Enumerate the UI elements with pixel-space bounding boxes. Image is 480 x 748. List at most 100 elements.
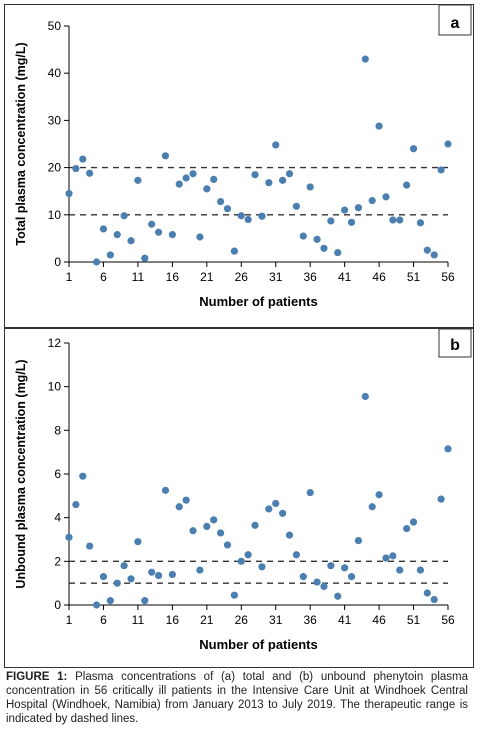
data-point [251, 171, 259, 179]
data-point [334, 592, 342, 600]
data-point [444, 140, 452, 148]
data-point [134, 538, 142, 546]
x-tick-label: 21 [200, 613, 214, 627]
panel-label: a [451, 15, 460, 32]
data-point [141, 254, 149, 262]
caption-text: Plasma concentrations of (a) total and (… [6, 671, 468, 725]
data-point [196, 566, 204, 574]
x-tick-label: 46 [372, 270, 386, 284]
data-point [251, 521, 259, 529]
caption-label: FIGURE 1: [6, 671, 68, 683]
panel-label: b [450, 337, 460, 354]
data-point [299, 573, 307, 581]
data-point [299, 232, 307, 240]
data-point [396, 216, 404, 224]
data-point [154, 571, 163, 580]
data-point [223, 541, 232, 549]
data-point [182, 174, 190, 182]
data-point [217, 197, 225, 206]
data-point [265, 179, 273, 187]
data-point [230, 591, 238, 599]
data-point [416, 566, 425, 574]
data-point [148, 568, 156, 576]
x-tick-label: 1 [66, 270, 73, 284]
data-point [127, 237, 135, 245]
y-tick-label: 0 [54, 598, 61, 612]
y-tick-label: 12 [48, 336, 62, 350]
data-point [196, 233, 204, 241]
data-point [354, 204, 363, 212]
data-point [375, 122, 383, 130]
x-tick-label: 41 [338, 613, 352, 627]
data-point [134, 176, 142, 184]
x-tick-label: 16 [166, 613, 180, 627]
data-point [285, 531, 294, 539]
x-tick-label: 56 [441, 270, 455, 284]
data-point [127, 575, 135, 583]
data-point [258, 563, 266, 571]
data-point [106, 597, 114, 605]
data-point [92, 258, 101, 266]
data-point [217, 529, 225, 537]
data-point [382, 193, 390, 201]
data-point [285, 170, 294, 178]
panel-label-border [438, 329, 472, 358]
chart-panel-a: 0 10 20 30 40 50 1 6 11 16 21 26 31 36 41 46 51 56 Number … [4, 4, 474, 328]
y-tick-label: 10 [48, 380, 62, 394]
data-point [272, 499, 280, 508]
x-tick-label: 11 [132, 270, 145, 284]
data-point [79, 472, 87, 480]
data-point [113, 231, 121, 239]
data-point [99, 225, 108, 233]
data-point [223, 205, 232, 213]
data-point [320, 582, 328, 591]
y-tick-label: 6 [54, 467, 61, 481]
data-point [430, 251, 438, 259]
data-point [237, 557, 245, 565]
data-point [389, 552, 397, 560]
x-tick-label: 51 [407, 270, 421, 284]
data-point [189, 170, 197, 178]
data-point [210, 175, 218, 183]
data-point [203, 522, 211, 530]
data-point [354, 536, 363, 545]
data-point [161, 486, 170, 494]
data-point [313, 578, 321, 586]
data-point [409, 518, 418, 526]
y-tick-label: 30 [48, 113, 62, 127]
data-point [210, 516, 218, 524]
data-point [120, 562, 128, 570]
data-point [230, 247, 238, 255]
y-tick-label: 4 [54, 511, 61, 525]
data-point [244, 551, 252, 559]
figure-caption: FIGURE 1: Plasma concentrations of (a) t… [6, 670, 468, 726]
data-point [313, 235, 321, 243]
data-point [437, 166, 445, 174]
data-point [306, 183, 314, 191]
y-tick-label: 8 [54, 423, 61, 437]
x-tick-label: 51 [407, 613, 421, 627]
data-point [375, 491, 383, 499]
x-tick-label: 31 [269, 270, 283, 284]
data-point [203, 185, 211, 193]
data-point [341, 564, 349, 572]
data-point [437, 495, 445, 503]
y-tick-label: 2 [54, 554, 61, 568]
data-point [423, 246, 431, 254]
data-point [161, 152, 170, 160]
y-tick-label: 0 [54, 255, 61, 269]
data-point [341, 206, 349, 214]
data-point [403, 524, 411, 533]
x-tick-label: 6 [100, 270, 107, 284]
data-point [265, 505, 273, 513]
x-tick-label: 21 [200, 270, 214, 284]
x-tick-label: 41 [338, 270, 352, 284]
x-tick-label: 26 [235, 270, 249, 284]
data-point [306, 488, 314, 497]
data-point [99, 573, 108, 581]
data-point [106, 251, 114, 259]
panel-label-box: b [438, 329, 472, 358]
y-axis-label: Unbound plasma concentration (mg/L) [14, 359, 28, 588]
x-tick-label: 46 [372, 613, 386, 627]
